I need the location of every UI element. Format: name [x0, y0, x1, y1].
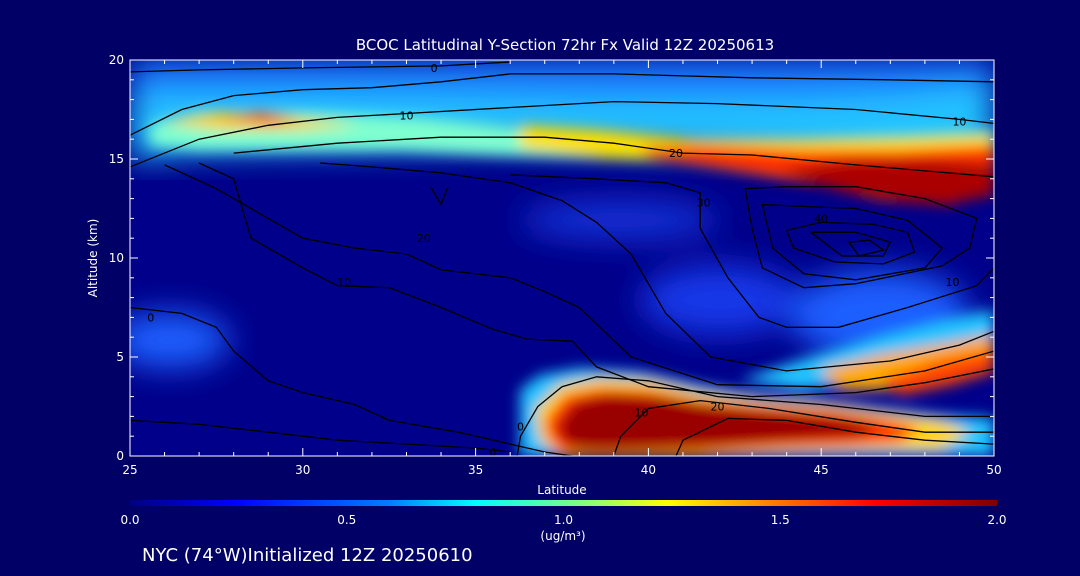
contour-line — [430, 186, 449, 206]
contour-label: 20 — [711, 401, 725, 414]
color-field — [130, 60, 994, 456]
contour-label: 10 — [952, 115, 966, 128]
contour-line — [130, 306, 573, 456]
contour-labels: 0 10 10 20 40 30 20 10 0 0 10 20 10 0 — [147, 62, 966, 459]
y-axis: 0 5 10 15 20 — [109, 53, 994, 463]
contour-line — [516, 376, 994, 456]
x-tick-label: 30 — [295, 463, 310, 477]
contour-label: 10 — [337, 276, 351, 289]
contour-label: 20 — [669, 147, 683, 160]
contour-line — [810, 231, 892, 257]
y-tick-label: 0 — [116, 449, 124, 463]
contour-label: 30 — [697, 197, 711, 210]
contour-line — [848, 239, 885, 257]
colorbar-tick-label: 1.5 — [771, 513, 790, 527]
contour-line — [613, 399, 994, 456]
contour-label: 10 — [399, 109, 413, 122]
colorbar-label: (ug/m³) — [540, 529, 585, 543]
contour-label: 20 — [417, 232, 431, 245]
x-tick-label: 25 — [122, 463, 137, 477]
x-tick-label: 40 — [641, 463, 656, 477]
x-tick-label: 45 — [814, 463, 829, 477]
contour-line — [320, 162, 994, 372]
contour-line — [130, 73, 994, 136]
x-axis: 25 30 35 40 45 50 — [122, 60, 1002, 477]
contour-line — [130, 100, 994, 168]
contour-label: 40 — [814, 212, 828, 225]
colorbar-tick-label: 1.0 — [554, 513, 573, 527]
contour-line — [675, 417, 994, 456]
contour-line — [233, 136, 994, 178]
colorbar-ticks: 0.0 0.5 1.0 1.5 2.0 — [120, 513, 1006, 527]
contour-line — [744, 186, 978, 289]
x-tick-label: 35 — [468, 463, 483, 477]
y-tick-label: 5 — [116, 350, 124, 364]
x-axis-label: Latitude — [537, 483, 586, 497]
x-tick-label: 50 — [986, 463, 1001, 477]
y-axis-label: Altitude (km) — [86, 219, 100, 298]
y-tick-label: 20 — [109, 53, 124, 67]
colorbar-tick-label: 0.0 — [120, 513, 139, 527]
colorbar-tick-label: 2.0 — [987, 513, 1006, 527]
chart-title: BCOC Latitudinal Y-Section 72hr Fx Valid… — [356, 36, 774, 54]
contour-label: 10 — [634, 406, 648, 419]
contour-line — [761, 203, 944, 281]
contour-label: 10 — [946, 276, 960, 289]
y-tick-label: 15 — [109, 152, 124, 166]
contour-label: 0 — [431, 62, 438, 75]
contour-label: 0 — [517, 420, 524, 433]
contour-label: 0 — [489, 446, 496, 459]
colorbar: 0.0 0.5 1.0 1.5 2.0 (ug/m³) — [120, 500, 1007, 543]
contour-line — [198, 162, 994, 398]
y-tick-label: 10 — [109, 251, 124, 265]
contour-label: 0 — [147, 311, 154, 324]
plot-area: 0 10 10 20 40 30 20 10 0 0 10 20 10 0 — [130, 60, 994, 459]
footer-text: NYC (74°W)Initialized 12Z 20250610 — [142, 545, 473, 566]
contour-line — [785, 221, 916, 265]
contour-line — [510, 174, 994, 328]
colorbar-gradient — [130, 500, 997, 506]
colorbar-tick-label: 0.5 — [337, 513, 356, 527]
contour-line — [164, 164, 994, 388]
contour-lines — [130, 61, 994, 456]
